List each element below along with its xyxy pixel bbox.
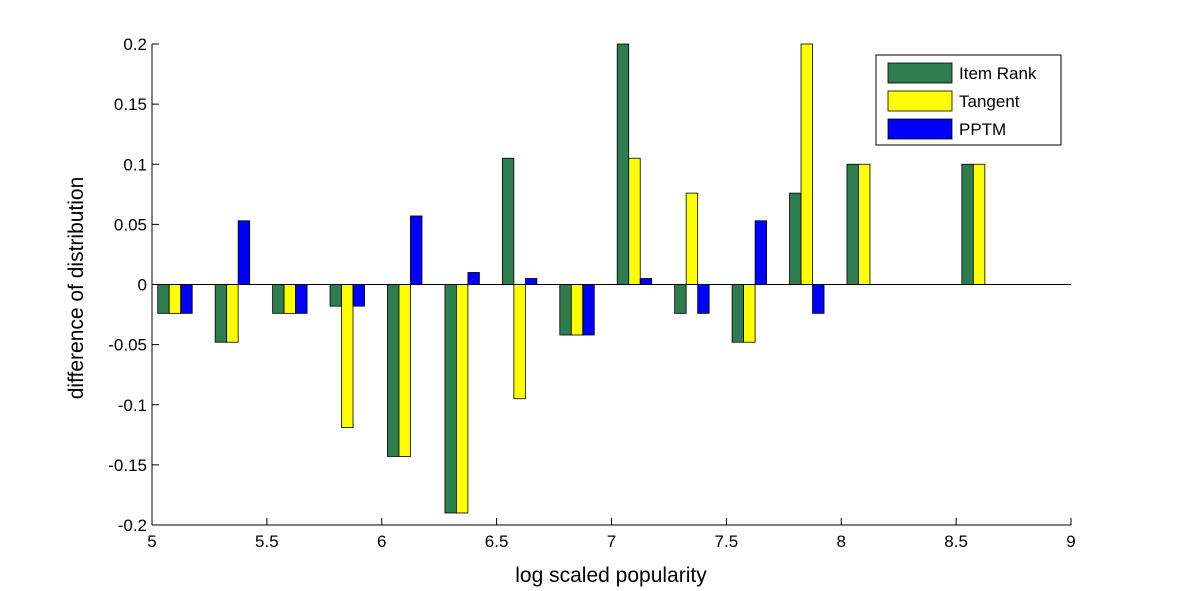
bar-item-rank <box>214 284 228 343</box>
bar-pptm <box>524 278 538 285</box>
y-tick-label: 0.2 <box>123 35 147 54</box>
bar-item-rank <box>731 284 744 343</box>
bar-tangent <box>570 284 584 336</box>
bar-tangent <box>743 284 756 343</box>
bar-pptm <box>467 272 480 285</box>
bar-pptm <box>754 220 767 285</box>
legend-swatch-item-rank <box>887 62 953 84</box>
bar-item-rank <box>329 284 342 307</box>
y-tick-label: 0.15 <box>114 95 147 114</box>
bar-item-rank <box>846 163 859 285</box>
bar-tangent <box>513 284 526 400</box>
y-tick-label: 0 <box>138 276 147 295</box>
y-tick-label: -0.15 <box>108 456 147 475</box>
y-tick-label: 0.05 <box>114 215 147 234</box>
bar-tangent <box>168 284 182 314</box>
legend-label-pptm: PPTM <box>959 120 1006 139</box>
bar-item-rank <box>961 163 974 285</box>
x-tick-label: 5 <box>147 532 156 551</box>
axes: 5 5.5 6 6.5 7 7.5 8 8.5 9 -0.2 -0.15 -0.1 -0.05 0 0.05… <box>108 35 1075 551</box>
bar-pptm <box>582 284 595 336</box>
x-tick-label: 7.5 <box>715 532 739 551</box>
bar-item-rank <box>501 157 515 285</box>
y-tick-label: 0.1 <box>123 155 147 174</box>
bar-item-rank <box>559 284 572 336</box>
legend-swatch-pptm <box>887 118 953 140</box>
bar-pptm <box>180 284 193 314</box>
x-tick-label: 6 <box>377 532 386 551</box>
bar-tangent <box>800 43 813 285</box>
y-tick-label: -0.05 <box>108 336 147 355</box>
bar-pptm <box>295 284 308 314</box>
legend-swatch-tangent <box>887 90 953 112</box>
bar-item-rank <box>157 284 170 314</box>
x-axis-title: log scaled popularity <box>515 564 707 587</box>
bar-tangent <box>628 157 641 285</box>
bar-tangent <box>972 163 986 285</box>
bar-tangent <box>858 163 871 285</box>
x-tick-label: 9 <box>1066 532 1075 551</box>
bar-tangent <box>685 192 699 285</box>
x-tick-label: 7 <box>607 532 616 551</box>
bar-pptm <box>639 278 653 285</box>
x-tick-label: 8.5 <box>944 532 968 551</box>
legend-label-tangent: Tangent <box>959 92 1020 111</box>
y-tick-label: -0.2 <box>118 516 147 535</box>
bar-tangent <box>398 284 411 457</box>
bar-tangent <box>341 284 354 429</box>
bar-item-rank <box>272 284 285 314</box>
x-tick-label: 6.5 <box>485 532 509 551</box>
bar-pptm <box>697 284 710 314</box>
bar-tangent <box>456 284 469 514</box>
bar-pptm <box>812 284 825 314</box>
x-tick-label: 8 <box>837 532 846 551</box>
bar-tangent <box>226 284 239 343</box>
legend: Item Rank Tangent PPTM <box>875 54 1062 146</box>
y-tick-label: -0.1 <box>118 396 147 415</box>
bar-item-rank <box>616 43 630 285</box>
bar-item-rank <box>674 284 687 314</box>
bars <box>157 43 986 514</box>
bar-pptm <box>352 284 365 307</box>
x-tick-label: 5.5 <box>255 532 279 551</box>
bar-tangent <box>283 284 297 314</box>
bar-item-rank <box>789 192 802 285</box>
bar-pptm <box>410 215 423 285</box>
y-axis-title: difference of distribution <box>65 177 88 400</box>
legend-label-item-rank: Item Rank <box>959 64 1037 83</box>
bar-item-rank <box>444 284 457 514</box>
bar-pptm <box>237 220 251 285</box>
bar-item-rank <box>387 284 400 457</box>
